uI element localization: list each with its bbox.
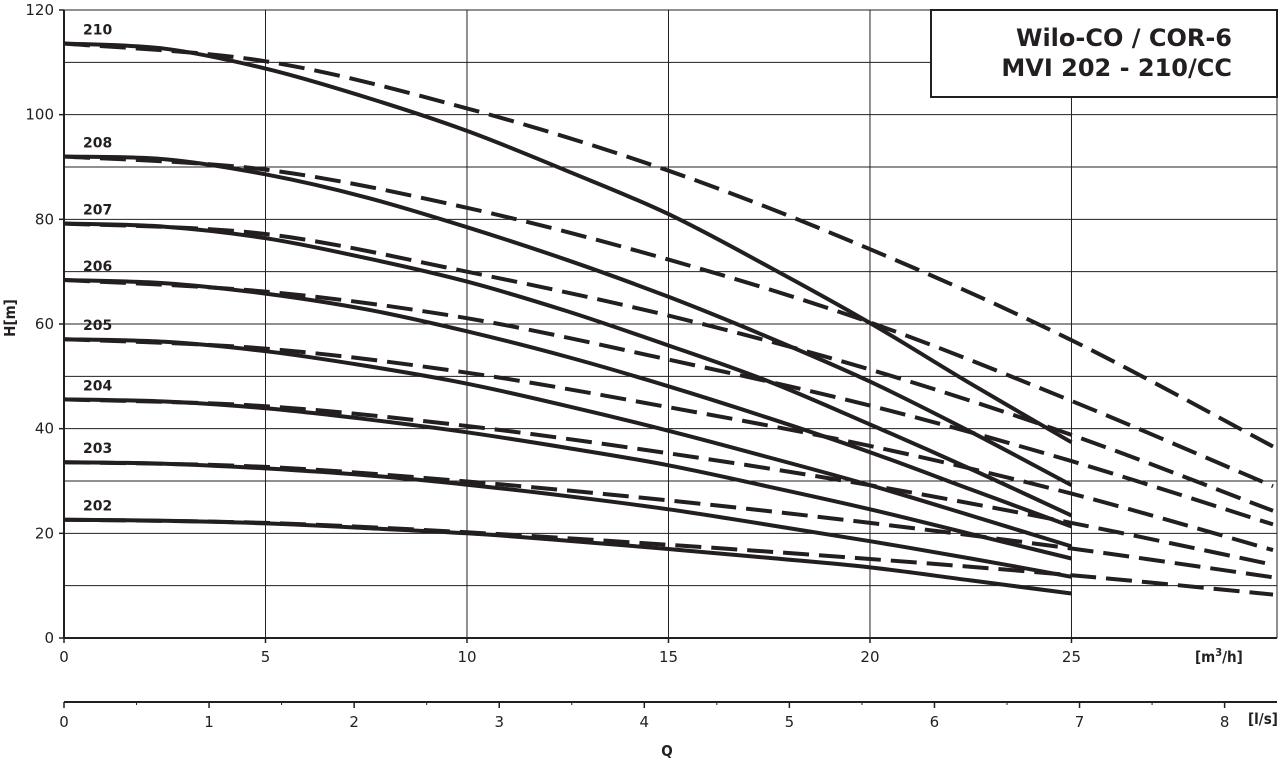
secondary-x-tick-label: 4 <box>640 713 650 731</box>
series-label-207: 207 <box>83 203 112 219</box>
series-label-210: 210 <box>83 22 112 38</box>
secondary-x-tick-label: 0 <box>59 713 69 731</box>
series-label-203: 203 <box>83 441 112 457</box>
chart-title-line-1: Wilo-CO / COR-6 <box>1016 24 1232 52</box>
series-207: 207 <box>63 203 1274 518</box>
series-210-dashed-line <box>64 41 1274 449</box>
series-206: 206 <box>63 259 1274 529</box>
series-210-solid-line <box>63 41 1073 445</box>
y-tick-label: 60 <box>35 315 54 333</box>
series-202-solid-line <box>63 517 1072 596</box>
series-label-202: 202 <box>83 499 112 515</box>
series-207-solid-line <box>63 221 1073 518</box>
y-tick-label: 100 <box>25 106 54 124</box>
x-unit-primary-exp: 3 <box>1215 646 1222 659</box>
x-tick-label: 5 <box>261 648 271 666</box>
secondary-x-tick-label: 8 <box>1220 713 1230 731</box>
x-axis-label: Q <box>661 742 672 760</box>
curves: 210 208 207 206 205 204 203 202 <box>63 22 1274 597</box>
secondary-x-tick-label: 2 <box>349 713 359 731</box>
series-210: 210 <box>63 22 1274 449</box>
series-206-solid-line <box>63 278 1073 529</box>
series-204: 204 <box>63 378 1274 567</box>
x-unit-primary: [m3/h] <box>1195 646 1243 666</box>
secondary-x-tick-label: 5 <box>785 713 795 731</box>
secondary-x-tick-label: 6 <box>930 713 940 731</box>
series-205: 205 <box>63 318 1274 553</box>
x-tick-label: 10 <box>457 648 476 666</box>
series-label-204: 204 <box>83 378 112 394</box>
series-205-dashed-line <box>64 337 1274 553</box>
series-204-solid-line <box>63 397 1072 561</box>
series-207-dashed-line <box>64 221 1274 513</box>
x-tick-label: 15 <box>659 648 678 666</box>
series-205-solid-line <box>63 337 1073 549</box>
series-208-solid-line <box>63 154 1073 487</box>
x-unit-secondary: [l/s] <box>1248 710 1278 728</box>
x-tick-label: 25 <box>1062 648 1081 666</box>
title-box: Wilo-CO / COR-6 MVI 202 - 210/CC <box>930 9 1278 98</box>
secondary-x-tick-label: 7 <box>1075 713 1085 731</box>
y-tick-label: 40 <box>35 420 54 438</box>
series-203-solid-line <box>63 460 1072 579</box>
y-tick-label: 80 <box>35 210 54 228</box>
series-208: 208 <box>63 136 1274 489</box>
x-unit-primary-base: [m <box>1195 648 1215 666</box>
x-tick-label: 20 <box>860 648 879 666</box>
y-tick-label: 0 <box>44 629 54 647</box>
series-label-208: 208 <box>83 136 112 152</box>
y-axis-label: H[m] <box>1 299 19 337</box>
series-208-dashed-line <box>64 154 1274 489</box>
secondary-x-tick-label: 3 <box>494 713 504 731</box>
x-tick-label: 0 <box>59 648 69 666</box>
series-label-205: 205 <box>83 318 112 334</box>
series-202: 202 <box>63 499 1274 597</box>
series-label-206: 206 <box>83 259 112 275</box>
series-203: 203 <box>63 441 1274 580</box>
y-tick-label: 120 <box>25 1 54 19</box>
axes: 0 20 40 60 80 100 120 0 5 10 15 20 25 0 1 2 3 4 5 6 7 8 <box>25 1 1277 731</box>
series-204-dashed-line <box>64 397 1274 567</box>
secondary-x-tick-label: 1 <box>204 713 214 731</box>
x-unit-primary-tail: /h] <box>1222 648 1243 666</box>
y-tick-label: 20 <box>35 524 54 542</box>
chart-title-line-2: MVI 202 - 210/CC <box>1001 54 1232 82</box>
title-frame <box>930 9 1278 98</box>
